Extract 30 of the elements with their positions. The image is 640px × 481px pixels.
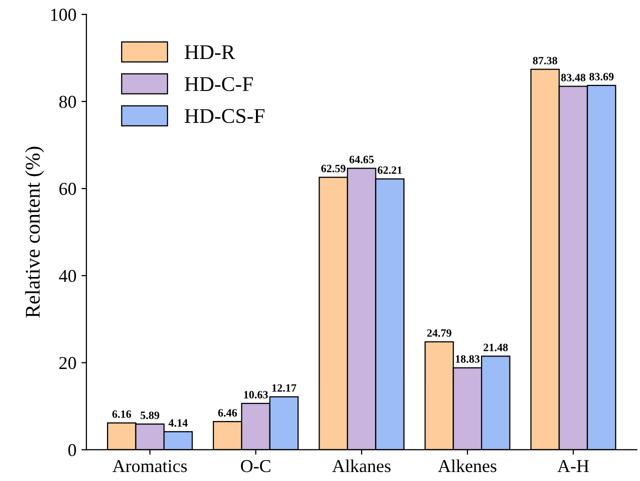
y-tick-label: 40 [58, 270, 76, 282]
data-label: 87.38 [532, 56, 558, 64]
y-tick-label: 20 [59, 356, 76, 370]
data-label: 5.89 [140, 412, 160, 420]
legend-label: HD-R [184, 45, 236, 60]
y-axis-title: Relative content (%) [25, 146, 44, 318]
data-label: 83.48 [561, 74, 586, 82]
x-tick-label: Alkanes [332, 459, 391, 472]
data-label: 10.63 [244, 390, 268, 398]
data-label: 83.69 [589, 72, 614, 80]
data-label: 21.48 [484, 344, 508, 352]
data-label: 6.16 [112, 410, 132, 418]
data-label: 62.21 [378, 166, 402, 174]
x-tick-label: O-C [240, 460, 270, 472]
data-label: 12.17 [272, 384, 296, 392]
y-tick-label: 80 [59, 96, 76, 108]
data-label: 4.14 [168, 419, 188, 427]
legend-label: HD-CS-F [184, 109, 264, 124]
y-tick-label: 0 [68, 444, 76, 456]
data-label: 18.83 [456, 355, 480, 363]
y-tick-label: 60 [59, 182, 76, 195]
x-tick-label: Aromatics [112, 460, 187, 472]
x-tick-label: Alkenes [438, 459, 496, 472]
data-label: 24.79 [427, 329, 452, 337]
x-tick-label: A-H [557, 460, 589, 472]
data-label: 62.59 [321, 164, 346, 172]
data-label: 6.46 [218, 409, 237, 417]
legend-label: HD-C-F [184, 77, 253, 92]
y-tick-label: 100 [51, 8, 76, 21]
data-label: 64.65 [349, 156, 374, 164]
